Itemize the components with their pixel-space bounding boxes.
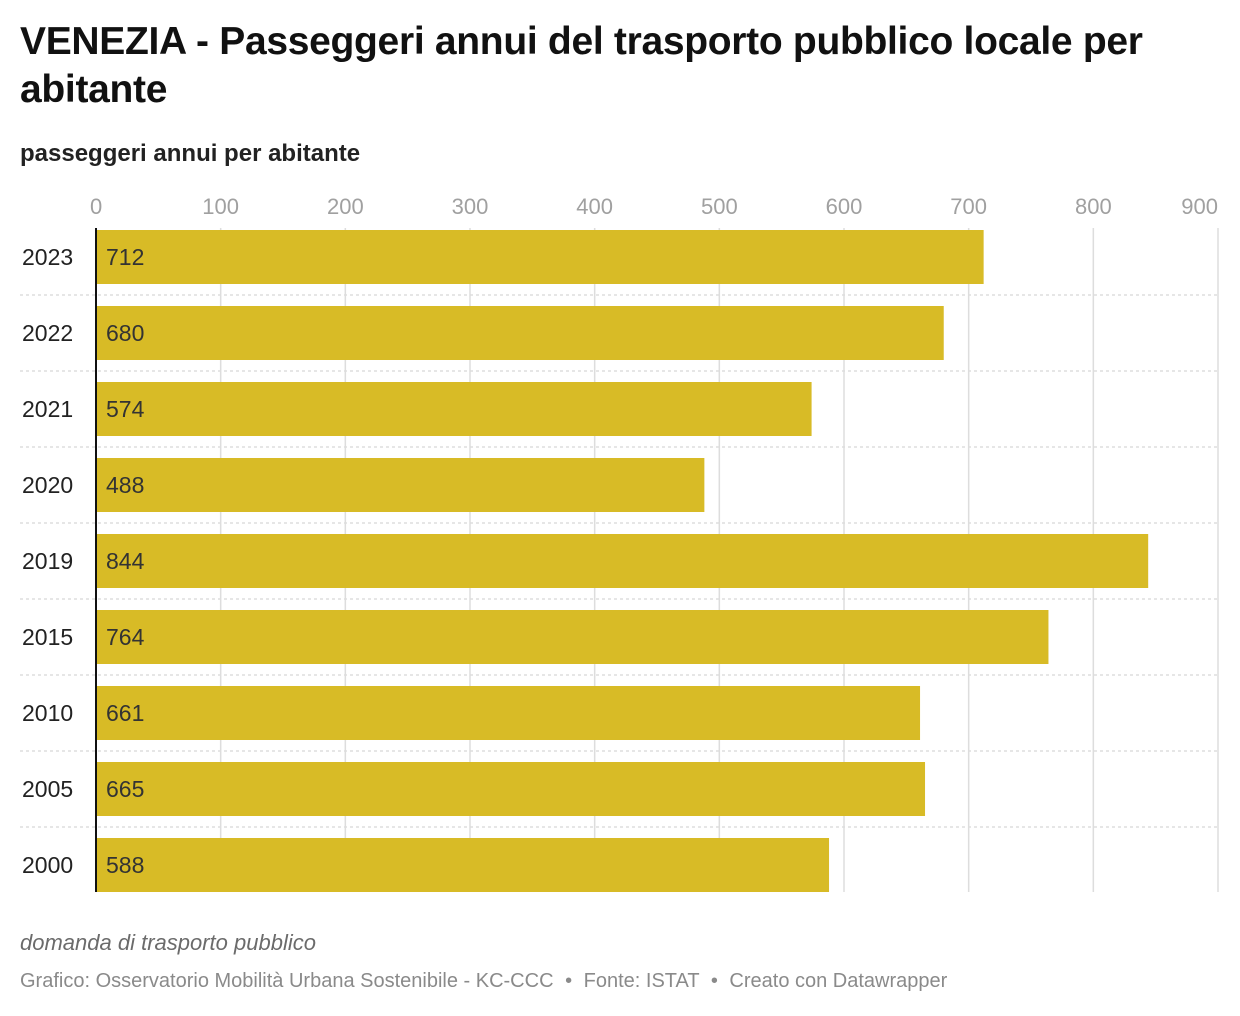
value-label: 680 bbox=[106, 320, 144, 346]
x-tick-label: 400 bbox=[576, 194, 613, 219]
x-tick-label: 300 bbox=[452, 194, 489, 219]
x-tick-label: 600 bbox=[826, 194, 863, 219]
value-label: 712 bbox=[106, 244, 144, 270]
x-tick-label: 100 bbox=[202, 194, 239, 219]
credit-chart: Grafico: Osservatorio Mobilità Urbana So… bbox=[20, 970, 554, 992]
value-label: 844 bbox=[106, 548, 145, 574]
x-tick-label: 700 bbox=[950, 194, 987, 219]
bars bbox=[96, 230, 1149, 892]
value-labels: 712 680 574 488 844 764 661 665 588 bbox=[106, 244, 145, 878]
x-tick-label: 500 bbox=[701, 194, 738, 219]
credit-tool: Creato con Datawrapper bbox=[729, 970, 948, 992]
x-tick-label: 800 bbox=[1075, 194, 1112, 219]
category-label: 2015 bbox=[22, 624, 73, 650]
chart-subtitle: passeggeri annui per abitante bbox=[20, 140, 361, 167]
credit-separator: • bbox=[710, 970, 718, 992]
bar bbox=[96, 306, 944, 360]
category-label: 2019 bbox=[22, 548, 73, 574]
category-label: 2000 bbox=[22, 852, 73, 878]
category-label: 2022 bbox=[22, 320, 73, 346]
bar bbox=[96, 610, 1049, 664]
bar bbox=[96, 534, 1149, 588]
value-label: 764 bbox=[106, 624, 145, 650]
category-label: 2020 bbox=[22, 472, 73, 498]
value-label: 488 bbox=[106, 472, 144, 498]
category-label: 2005 bbox=[22, 776, 73, 802]
chart-credit: Grafico: Osservatorio Mobilità Urbana So… bbox=[20, 970, 947, 993]
credit-source: Fonte: ISTAT bbox=[583, 970, 700, 992]
bar bbox=[96, 686, 921, 740]
category-label: 2010 bbox=[22, 700, 73, 726]
bar-chart: 0 100 200 300 400 500 600 700 800 900 20232022202… bbox=[20, 194, 1219, 892]
x-tick-label: 200 bbox=[327, 194, 364, 219]
x-tick-label: 900 bbox=[1181, 194, 1218, 219]
category-label: 2023 bbox=[22, 244, 73, 270]
value-label: 661 bbox=[106, 700, 144, 726]
category-label: 2021 bbox=[22, 396, 73, 422]
bar bbox=[96, 762, 926, 816]
value-label: 574 bbox=[106, 396, 145, 422]
bar bbox=[96, 382, 812, 436]
bar bbox=[96, 838, 830, 892]
chart-note: domanda di trasporto pubblico bbox=[20, 930, 316, 955]
bar bbox=[96, 458, 705, 512]
credit-separator: • bbox=[565, 970, 573, 992]
category-labels: 2023 2022 2021 2020 2019 2015 2010 2005 2000 bbox=[22, 244, 73, 878]
value-label: 665 bbox=[106, 776, 144, 802]
value-label: 588 bbox=[106, 852, 144, 878]
x-tick-label: 0 bbox=[90, 194, 102, 219]
chart-title: VENEZIA - Passeggeri annui del trasporto… bbox=[20, 20, 1143, 111]
bar bbox=[96, 230, 984, 284]
x-axis-ticks: 0 100 200 300 400 500 600 700 800 900 bbox=[90, 194, 1218, 219]
